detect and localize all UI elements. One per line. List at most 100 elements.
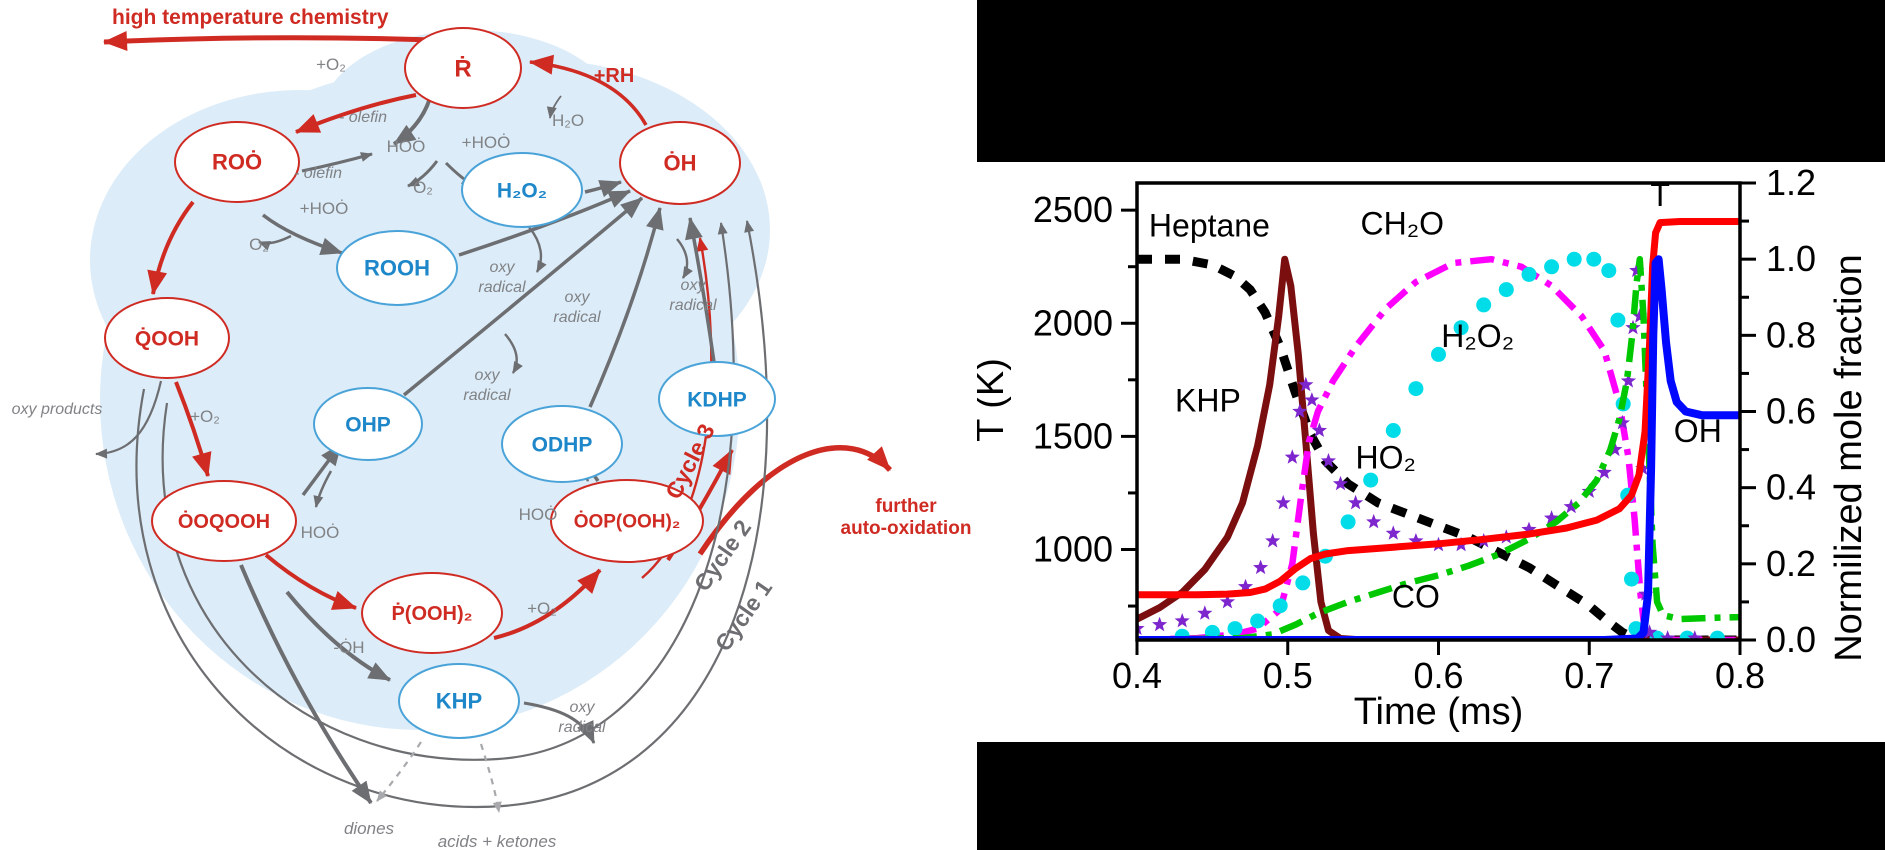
diagram-label-plus_rh: +RH (594, 65, 635, 87)
node-label-roo: ROȮ (212, 150, 262, 175)
node-ellipse-rooh (336, 230, 458, 306)
diagram-label-o2: O₂ (413, 178, 433, 197)
ignition-profiles-chart-panel: 0.4 0.5 0.6 0.7 0.8 1000 1500 2000 2500 0.0 0.2 0.4… (977, 0, 1885, 850)
diagram-label-ht: high temperature chemistry (112, 6, 389, 29)
oxidation-cycle-diagram-panel: Ṙ ROȮ ȮH H₂O₂ ROOH Q̇OOH OHP ODHP KDHP ȮOQOOH ȮOP(… (11, 6, 972, 850)
chart-series-group (1137, 218, 1740, 640)
diagram-label-plus_o2: +O₂ (316, 55, 346, 74)
arrow-ooqooh-to-khp (285, 590, 391, 682)
node-ellipse-khp (398, 663, 520, 739)
diagram-label-acids_ketones: acids + ketones (438, 832, 557, 850)
right-tick-label: 0.6 (1766, 391, 1816, 432)
annotation-t: T (1650, 177, 1670, 213)
diagram-label-oxy_radical: oxy radical (669, 277, 717, 314)
left-tick-label: 1000 (1033, 529, 1113, 570)
x-tick-label: 0.6 (1413, 655, 1463, 696)
arrow-qooh-to-ooqooh (174, 381, 212, 477)
diagram-label-oxy_radical: oxy radical (463, 367, 511, 404)
diagram-label-plus_o2: +O₂ (527, 599, 557, 618)
diagram-label-oxy_radical: oxy radical (553, 289, 601, 326)
arrow-to-diones (239, 564, 373, 805)
oxidation-cycle-diagram: Ṙ ROȮ ȮH H₂O₂ ROOH Q̇OOH OHP ODHP KDHP ȮOQOOH ȮOP(… (12, 6, 972, 850)
node-label-ohp: OHP (345, 413, 391, 436)
arrow-qooh-oxy-products (95, 380, 163, 459)
hook-oxy-radical-3 (676, 238, 693, 279)
node-ellipse-kdhp (658, 361, 776, 437)
arrow-high-temp (103, 30, 463, 51)
node-label-r: Ṙ (454, 55, 471, 82)
node-label-oopooh2: ȮOP(OOH)₂ (574, 512, 681, 533)
arrow-h2o2-to-oh (584, 180, 622, 198)
node-ellipse-pooh2 (361, 572, 503, 654)
node-ellipse-ooqooh (151, 480, 297, 562)
arrow-roo-olefin (301, 152, 373, 173)
arc-cycle1 (135, 220, 769, 809)
arrow-hoo-back (313, 470, 333, 508)
diagram-label-oxy_radical: oxy radical (478, 259, 526, 296)
arrow-roo-to-rooh (261, 213, 343, 256)
diagram-label-plus_hoo: +HOȮ (300, 198, 349, 218)
diagram-label-diones: diones (344, 819, 395, 838)
chart-annotations: Heptane CH₂O T KHP H₂O₂ HO₂ CO OH (1149, 177, 1722, 615)
right-axis-tick-labels: 0.0 0.2 0.4 0.6 0.8 1.0 1.2 (1766, 162, 1816, 660)
right-axis-title: Normilized mole fraction (1828, 254, 1870, 662)
arrow-khp-oxy-radical (523, 701, 596, 744)
annotation-oh: OH (1674, 413, 1722, 449)
right-tick-label: 0.4 (1766, 467, 1816, 508)
node-ellipse-r (404, 27, 522, 109)
diagram-label-further: further auto-oxidation (841, 496, 972, 539)
diagram-label-minus_olefin: - olefin (339, 109, 387, 126)
diagram-nodes: Ṙ ROȮ ȮH H₂O₂ ROOH Q̇OOH OHP ODHP KDHP ȮOQOOH ȮOP(… (104, 27, 776, 739)
x-tick-label: 0.5 (1263, 655, 1313, 696)
right-tick-label: 0.2 (1766, 543, 1816, 584)
annotation-ho: HO₂ (1355, 440, 1415, 476)
node-ellipse-h2o2 (461, 152, 583, 228)
annotation-co: CO (1392, 579, 1440, 615)
ignition-profiles-chart: 0.4 0.5 0.6 0.7 0.8 1000 1500 2000 2500 0.0 0.2 0.4… (977, 162, 1885, 742)
x-tick-label: 0.8 (1715, 655, 1765, 696)
node-label-pooh2: Ṗ(OOH)₂ (391, 602, 472, 625)
node-ellipse-oopooh2 (550, 479, 704, 563)
chart-background (977, 162, 1885, 742)
dashed-khp-to-diones (376, 741, 422, 802)
diagram-label-minus_oh: -ȮH (333, 637, 364, 657)
left-tick-label: 2500 (1033, 189, 1113, 230)
chart-series-heptane (1137, 254, 1740, 640)
diagram-label-cycle1: Cycle 1 (710, 575, 778, 656)
diagram-label-o2: O₂ (249, 235, 269, 254)
hook-oxy-radical-1 (528, 226, 547, 273)
right-tick-label: 0.8 (1766, 314, 1816, 355)
node-label-qooh: Q̇OOH (135, 326, 199, 350)
diagram-label-hoo: HOȮ (519, 504, 558, 524)
node-label-khp: KHP (436, 689, 482, 714)
x-axis-tick-labels: 0.4 0.5 0.6 0.7 0.8 (1112, 655, 1765, 696)
arrow-r-to-roo (295, 93, 417, 134)
x-axis-title: Time (ms) (1354, 691, 1524, 733)
left-tick-label: 1500 (1033, 415, 1113, 456)
arrow-o2-release (258, 234, 292, 251)
node-ellipse-oh (619, 121, 741, 205)
diagram-label-hoo: HOȮ (387, 136, 426, 156)
diagram-label-plus_hoo: +HOȮ (462, 132, 511, 152)
arrow-oh-to-r (529, 54, 648, 126)
node-label-kdhp: KDHP (687, 388, 747, 411)
chart-series-khp (1137, 255, 1740, 640)
axis-ticks (1121, 181, 1756, 655)
diagram-label-plus_o2: +O₂ (190, 407, 220, 426)
arrow-further-autoxidation (697, 445, 893, 556)
right-tick-label: 1.0 (1766, 238, 1816, 279)
diagram-label-h2o: H₂O (552, 111, 584, 130)
node-ellipse-ohp (313, 387, 423, 461)
node-ellipse-odhp (501, 405, 623, 483)
arrow-roo-to-qooh (147, 200, 195, 295)
annotation-khp: KHP (1175, 383, 1241, 419)
arrow-r-olefin (392, 97, 432, 146)
node-label-ooqooh: ȮOQOOH (178, 510, 270, 533)
left-tick-label: 2000 (1033, 302, 1113, 343)
hook-oxy-radical-2 (504, 333, 523, 374)
annotation-ho: H₂O₂ (1441, 318, 1514, 354)
node-label-oh: ȮH (664, 151, 697, 176)
right-tick-label: 1.2 (1766, 162, 1816, 203)
arrow-pooh2-to-oopooh2 (493, 568, 602, 640)
